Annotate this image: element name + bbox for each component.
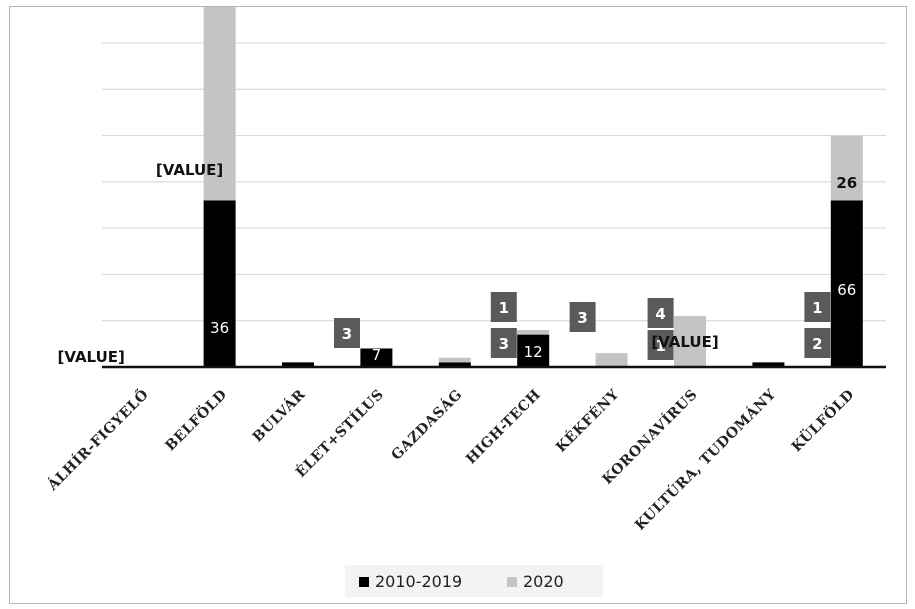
data-label: 1 [499,299,509,317]
data-label: 7 [372,346,382,364]
data-label: 4 [655,305,665,323]
bar-series-2010-2019 [438,362,471,367]
bar-series-2020 [830,135,863,201]
data-label: [VALUE] [58,348,125,366]
bar-series-2010-2019 [830,200,863,367]
data-label: 3 [577,309,587,327]
data-label-box [804,328,831,358]
data-label: 66 [837,281,856,299]
data-label-box [569,302,596,332]
bar-series-2010-2019 [517,334,550,367]
bar-series-2010-2019 [360,348,393,367]
bar-series-2020 [438,357,471,363]
bars [203,7,863,367]
chart-frame: ÁLHÍR-FIGYELŐ BELFÖLD BULVÁR ÉLET+STÍLUS GAZ… [9,6,907,604]
data-label-box [647,330,674,360]
bar-series-2020 [595,353,628,367]
data-label: 36 [210,319,229,337]
data-label: 3 [499,335,509,353]
x-tick-label: ÁLHÍR-FIGYELŐ [43,385,152,494]
bar-series-2010-2019 [282,362,314,367]
x-tick-label: BELFÖLD [160,384,230,454]
x-tick-label: KULTÚRA, TUDOMÁNY [631,385,780,534]
data-label: 1 [655,337,665,355]
x-tick-label: HIGH-TECH [463,387,544,468]
data-label: 1 [812,299,822,317]
data-label-box [334,318,360,348]
legend-label-2010-2019: 2010-2019 [375,572,462,591]
bar-series-2020 [517,329,550,335]
data-label: [VALUE] [651,333,718,351]
data-label: 2 [812,335,822,353]
data-label-box [490,292,517,322]
data-label: [VALUE] [156,161,223,179]
bar-series-2010-2019 [203,200,236,367]
data-label: 3 [342,325,352,343]
data-label-box [647,298,674,328]
legend-label-2020: 2020 [523,572,564,591]
data-label: 26 [836,174,857,192]
legend-swatch-2020 [507,577,517,587]
legend-swatch-2010-2019 [359,577,369,587]
x-tick-label: KÉKFÉNY [552,385,623,456]
data-label-box [490,328,517,358]
data-label-box [804,292,831,322]
x-tick-label: GAZDASÁG [387,385,465,463]
bar-series-2010-2019 [752,362,785,367]
bar-series-2020 [674,316,706,367]
x-tick-label: KÜLFÖLD [787,384,858,455]
legend: 2010-2019 2020 [345,565,603,597]
x-tick-label: BULVÁR [248,385,308,445]
data-label: 12 [524,343,543,361]
bar-series-2020 [203,7,236,201]
legend-box [345,565,603,597]
